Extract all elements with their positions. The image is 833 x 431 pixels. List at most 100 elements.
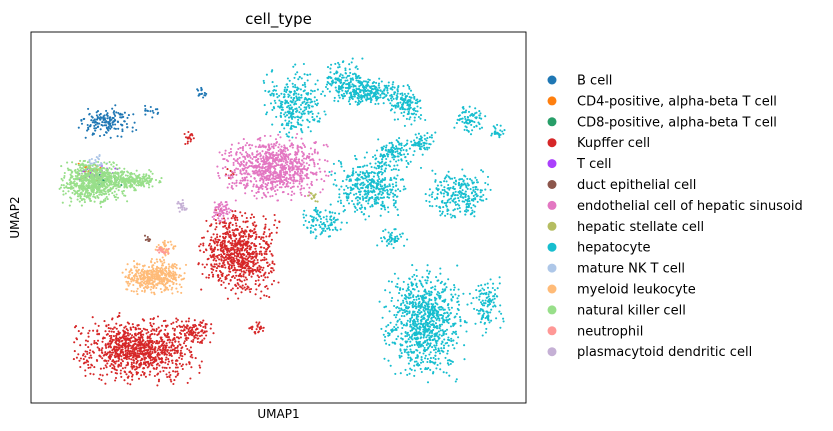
data-point: [213, 214, 216, 217]
data-point: [310, 158, 313, 161]
data-point: [357, 102, 361, 106]
data-point: [347, 193, 350, 196]
data-point: [82, 362, 85, 365]
data-point: [300, 180, 303, 183]
data-point: [137, 336, 140, 339]
data-point: [198, 93, 201, 96]
series-hepatocyte: [262, 57, 506, 384]
data-point: [303, 165, 306, 168]
data-point: [337, 66, 340, 69]
data-point: [333, 172, 337, 175]
data-point: [148, 345, 151, 348]
data-point: [415, 113, 418, 116]
data-point: [346, 79, 349, 82]
data-point: [90, 119, 93, 122]
data-point: [211, 249, 214, 252]
data-point: [255, 180, 258, 183]
data-point: [283, 88, 286, 91]
data-point: [79, 332, 82, 335]
data-point: [164, 347, 167, 351]
data-point: [450, 194, 453, 197]
data-point: [127, 322, 131, 325]
data-point: [452, 181, 456, 184]
data-point: [381, 160, 384, 163]
data-point: [262, 233, 265, 236]
data-point: [188, 327, 191, 330]
data-point: [132, 336, 135, 339]
data-point: [289, 115, 292, 118]
data-point: [224, 222, 228, 225]
data-point: [274, 185, 277, 189]
data-point: [84, 374, 87, 377]
data-point: [244, 186, 247, 189]
data-point: [154, 356, 157, 359]
data-point: [334, 78, 338, 81]
data-point: [284, 147, 287, 150]
data-point: [271, 92, 274, 95]
data-point: [228, 211, 231, 214]
data-point: [109, 337, 112, 340]
data-point: [294, 136, 298, 139]
data-point: [460, 178, 464, 181]
data-point: [447, 170, 450, 173]
data-point: [358, 166, 361, 169]
data-point: [408, 105, 411, 108]
data-point: [126, 329, 129, 332]
data-point: [218, 235, 222, 238]
data-point: [135, 128, 138, 132]
data-point: [373, 198, 376, 201]
data-point: [342, 205, 345, 208]
data-point: [287, 185, 290, 188]
series-duct-epithelial-cell: [143, 234, 152, 243]
data-point: [258, 145, 261, 149]
data-point: [160, 329, 163, 332]
data-point: [441, 201, 444, 204]
data-point: [127, 344, 130, 347]
data-point: [456, 207, 459, 210]
data-point: [392, 158, 395, 161]
data-point: [445, 201, 448, 205]
data-point: [243, 164, 246, 168]
data-point: [271, 156, 274, 159]
data-point: [250, 213, 253, 216]
data-point: [272, 180, 275, 183]
data-point: [300, 129, 303, 132]
data-point: [230, 184, 233, 188]
data-point: [264, 182, 267, 185]
data-point: [404, 108, 407, 111]
data-point: [286, 106, 289, 109]
data-point: [149, 110, 152, 113]
data-point: [217, 240, 220, 243]
data-point: [185, 338, 188, 342]
data-point: [245, 269, 248, 272]
data-point: [115, 327, 118, 330]
data-point: [344, 90, 347, 93]
data-point: [135, 358, 138, 361]
data-point: [149, 353, 152, 356]
data-point: [200, 360, 203, 363]
data-point: [345, 178, 348, 181]
data-point: [482, 193, 485, 197]
data-point: [370, 187, 373, 190]
data-point: [274, 168, 277, 171]
data-point: [245, 169, 248, 172]
data-point: [237, 297, 240, 300]
data-point: [459, 187, 462, 190]
data-point: [157, 378, 161, 381]
data-point: [231, 229, 234, 232]
data-point: [114, 337, 117, 340]
data-point: [350, 174, 354, 177]
data-point: [180, 357, 183, 361]
data-point: [131, 344, 134, 348]
series-hepatic-stellate-cell: [307, 192, 319, 203]
data-point: [242, 183, 246, 186]
data-point: [180, 329, 183, 332]
data-point: [335, 184, 338, 187]
data-point: [130, 365, 133, 368]
data-point: [190, 329, 193, 332]
data-point: [309, 92, 312, 95]
data-point: [251, 157, 254, 161]
data-point: [269, 242, 273, 245]
data-point: [226, 251, 229, 254]
data-point: [361, 176, 364, 179]
